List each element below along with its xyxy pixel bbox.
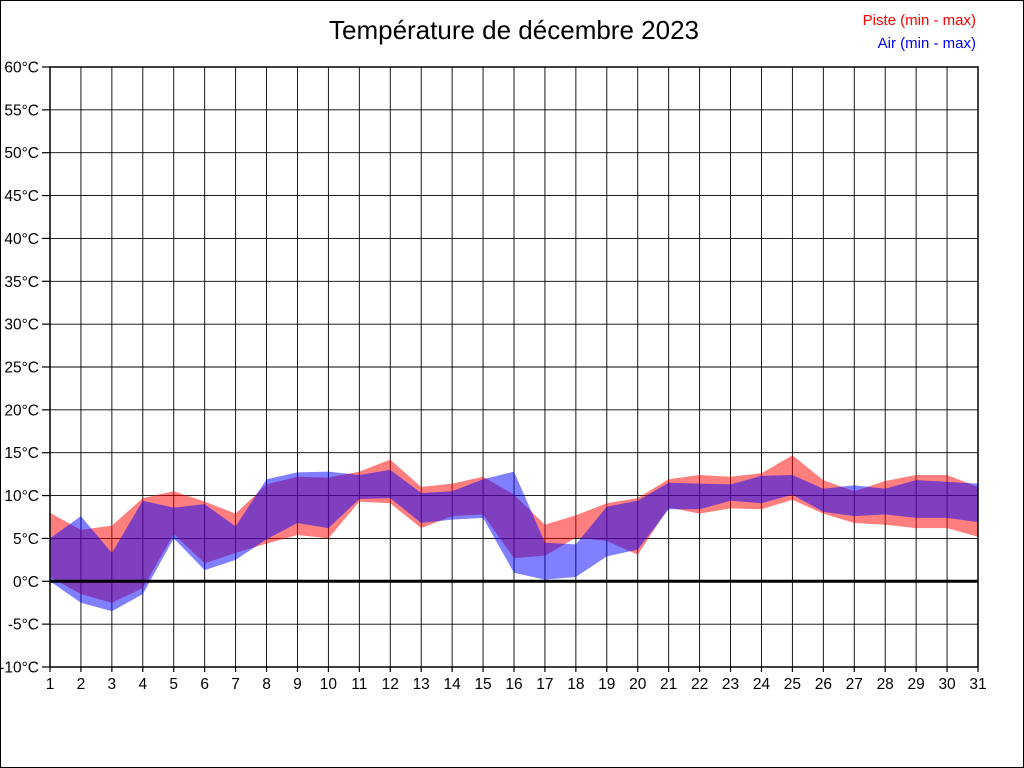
- y-tick-label: -5°C: [8, 617, 39, 634]
- y-tick-label: 10°C: [4, 488, 39, 505]
- x-tick-label: 4: [138, 676, 147, 693]
- x-tick-label: 15: [474, 676, 491, 693]
- x-tick-label: 7: [231, 676, 240, 693]
- x-tick-label: 6: [200, 676, 209, 693]
- x-tick-label: 12: [382, 676, 399, 693]
- x-tick-label: 29: [908, 676, 925, 693]
- x-tick-label: 16: [505, 676, 522, 693]
- chart-title: Température de décembre 2023: [328, 15, 699, 45]
- x-tick-label: 3: [108, 676, 117, 693]
- x-tick-label: 5: [169, 676, 178, 693]
- y-tick-label: 55°C: [4, 102, 39, 119]
- x-tick-label: 1: [46, 676, 55, 693]
- y-tick-label: 0°C: [13, 574, 39, 591]
- y-tick-label: 20°C: [4, 402, 39, 419]
- legend-item-air: Air (min - max): [877, 35, 976, 52]
- x-tick-label: 17: [536, 676, 553, 693]
- y-tick-label: 5°C: [13, 531, 39, 548]
- y-tick-label: 50°C: [4, 145, 39, 162]
- x-tick-label: 24: [753, 676, 771, 693]
- y-tick-label: 60°C: [4, 60, 39, 77]
- x-tick-label: 21: [660, 676, 677, 693]
- x-axis: 1 2 3 4 5 6 7 8 9 10 11 12 13 14 15 16 17 18 19 20 21 22 23 24 2…: [46, 667, 987, 693]
- x-tick-label: 20: [629, 676, 647, 693]
- x-tick-label: 27: [846, 676, 863, 693]
- x-tick-label: 8: [262, 676, 271, 693]
- gridlines: [50, 67, 978, 667]
- y-tick-label: 15°C: [4, 445, 39, 462]
- x-tick-label: 18: [567, 676, 584, 693]
- x-tick-label: 2: [77, 676, 86, 693]
- x-tick-label: 9: [293, 676, 302, 693]
- legend: Piste (min - max) Air (min - max): [863, 9, 976, 55]
- x-tick-label: 11: [351, 676, 367, 693]
- x-tick-label: 13: [413, 676, 430, 693]
- x-tick-label: 14: [444, 676, 462, 693]
- y-axis: -10°C -5°C 0°C 5°C 10°C 15°C 20°C 25°C 30°C 35°C 4…: [1, 60, 50, 677]
- x-tick-label: 31: [969, 676, 986, 693]
- x-tick-label: 28: [877, 676, 894, 693]
- y-tick-label: -10°C: [1, 660, 39, 677]
- y-tick-label: 30°C: [4, 317, 39, 334]
- x-tick-label: 10: [320, 676, 338, 693]
- y-tick-label: 35°C: [4, 274, 39, 291]
- x-tick-label: 25: [784, 676, 801, 693]
- y-tick-label: 25°C: [4, 360, 39, 377]
- legend-item-piste: Piste (min - max): [862, 12, 976, 29]
- x-tick-label: 19: [598, 676, 615, 693]
- x-tick-label: 30: [938, 676, 956, 693]
- band-series-air: [50, 469, 978, 612]
- x-tick-label: 22: [691, 676, 708, 693]
- y-tick-label: 45°C: [4, 188, 39, 205]
- x-tick-label: 23: [722, 676, 739, 693]
- y-tick-label: 40°C: [4, 231, 39, 248]
- x-tick-label: 26: [815, 676, 832, 693]
